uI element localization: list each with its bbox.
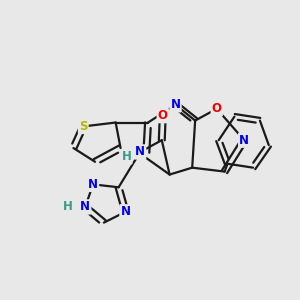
Text: H: H xyxy=(122,150,131,164)
Text: N: N xyxy=(88,178,98,191)
Text: N: N xyxy=(80,200,90,213)
Text: O: O xyxy=(158,109,168,122)
Text: N: N xyxy=(170,98,181,111)
Text: O: O xyxy=(212,102,222,115)
Text: S: S xyxy=(79,120,88,133)
Text: N: N xyxy=(239,134,249,147)
Text: H: H xyxy=(63,200,73,213)
Text: N: N xyxy=(135,146,145,158)
Text: N: N xyxy=(121,205,130,218)
